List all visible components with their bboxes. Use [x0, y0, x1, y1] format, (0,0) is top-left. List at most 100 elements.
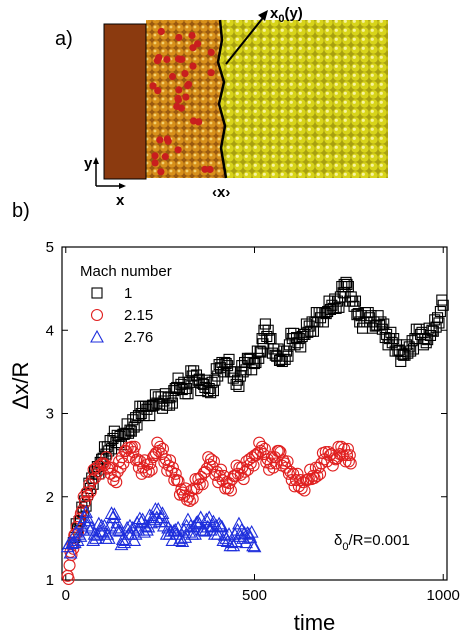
- hot-particle: [157, 27, 165, 36]
- data-point-dense: [73, 512, 86, 525]
- data-point-dense: [213, 469, 226, 482]
- data-point-dense: [131, 522, 146, 536]
- data-point-dense: [217, 366, 229, 378]
- data-point-dense: [351, 309, 363, 321]
- data-point-dense: [110, 476, 123, 489]
- data-point-dense: [427, 325, 439, 337]
- panel-a-label: a): [55, 28, 73, 50]
- data-point-dense: [341, 442, 354, 455]
- data-point: [344, 457, 357, 470]
- data-point: [403, 341, 415, 353]
- data-point-dense: [406, 335, 418, 347]
- data-point-dense: [63, 545, 78, 559]
- data-point-dense: [339, 455, 352, 468]
- data-point-dense: [171, 520, 185, 534]
- hot-particle: [201, 165, 209, 173]
- data-point-dense: [182, 388, 194, 400]
- data-point: [335, 440, 348, 453]
- data-point: [164, 399, 176, 411]
- data-point-dense: [312, 316, 324, 328]
- data-point-dense: [104, 506, 119, 519]
- data-point-dense: [138, 410, 150, 422]
- data-point: [255, 440, 269, 453]
- data-point-dense: [84, 485, 97, 498]
- data-point-dense: [388, 333, 400, 345]
- data-point-dense: [73, 529, 88, 542]
- hot-particle: [206, 165, 214, 174]
- hot-particle: [174, 146, 182, 154]
- data-point-dense: [307, 325, 320, 337]
- data-point-dense: [197, 466, 211, 479]
- data-point-dense: [396, 348, 408, 360]
- data-point: [111, 522, 126, 536]
- delta-annotation: δ0/R=0.001: [334, 532, 410, 553]
- hot-particle: [163, 135, 171, 143]
- series-triangle: [60, 502, 262, 559]
- data-point-dense: [202, 386, 214, 398]
- data-point: [158, 395, 170, 407]
- data-point-dense: [266, 347, 278, 359]
- data-point: [420, 337, 432, 349]
- data-point-dense: [219, 356, 231, 369]
- x-tick-label: 1000: [427, 587, 460, 604]
- data-point: [113, 437, 125, 449]
- data-point-dense: [172, 372, 184, 384]
- data-point: [326, 299, 338, 311]
- data-point: [341, 278, 353, 291]
- y-tick-label: 3: [46, 406, 54, 423]
- data-point-dense: [87, 527, 102, 540]
- data-point-dense: [166, 461, 179, 474]
- data-point-dense: [319, 445, 332, 459]
- data-point: [142, 465, 155, 478]
- data-point-dense: [168, 474, 181, 487]
- legend-title: Mach number: [80, 263, 172, 280]
- mean-position-label: ‹x›: [212, 184, 230, 201]
- coord-x-arrow-icon: [119, 183, 126, 189]
- data-point: [108, 469, 121, 482]
- data-point-dense: [283, 339, 295, 351]
- data-point-dense: [274, 445, 287, 459]
- shock-front-line: [216, 19, 228, 179]
- data-point-dense: [206, 376, 218, 388]
- y-tick-label: 2: [46, 489, 54, 506]
- data-point: [284, 465, 297, 478]
- data-point-dense: [168, 385, 180, 397]
- hot-particle: [156, 136, 164, 144]
- data-point-dense: [62, 572, 75, 586]
- data-point-dense: [264, 457, 277, 470]
- data-point-dense: [244, 524, 259, 538]
- data-point-dense: [127, 533, 142, 547]
- data-point-dense: [176, 384, 188, 396]
- hot-particle: [151, 152, 159, 160]
- data-point-dense: [400, 339, 412, 351]
- data-point-dense: [125, 425, 137, 437]
- coord-y-arrow-icon: [93, 157, 99, 164]
- data-point: [250, 449, 263, 462]
- y-tick-label: 5: [46, 239, 54, 256]
- shocked-hot-particles: [149, 27, 215, 176]
- data-point-dense: [64, 536, 79, 550]
- data-point-dense: [79, 505, 93, 518]
- data-point: [197, 378, 210, 390]
- data-point: [231, 374, 244, 386]
- data-point-dense: [227, 372, 239, 384]
- data-point-dense: [323, 295, 335, 307]
- data-point-dense: [81, 489, 94, 502]
- data-point: [220, 357, 232, 370]
- data-point-dense: [430, 321, 442, 333]
- data-point-dense: [382, 339, 394, 351]
- series-circle: [61, 436, 357, 586]
- hot-particle: [175, 33, 183, 42]
- front-label-arrow: [225, 13, 267, 65]
- data-point-dense: [433, 317, 445, 329]
- hot-particle: [181, 70, 189, 78]
- data-point: [131, 453, 144, 466]
- data-point-dense: [279, 353, 291, 365]
- data-point-dense: [163, 454, 177, 467]
- data-point-dense: [311, 469, 324, 482]
- data-point-dense: [138, 518, 153, 532]
- data-point-dense: [293, 333, 305, 345]
- data-point-dense: [282, 467, 295, 480]
- data-point-dense: [165, 533, 180, 547]
- data-point-dense: [229, 366, 241, 378]
